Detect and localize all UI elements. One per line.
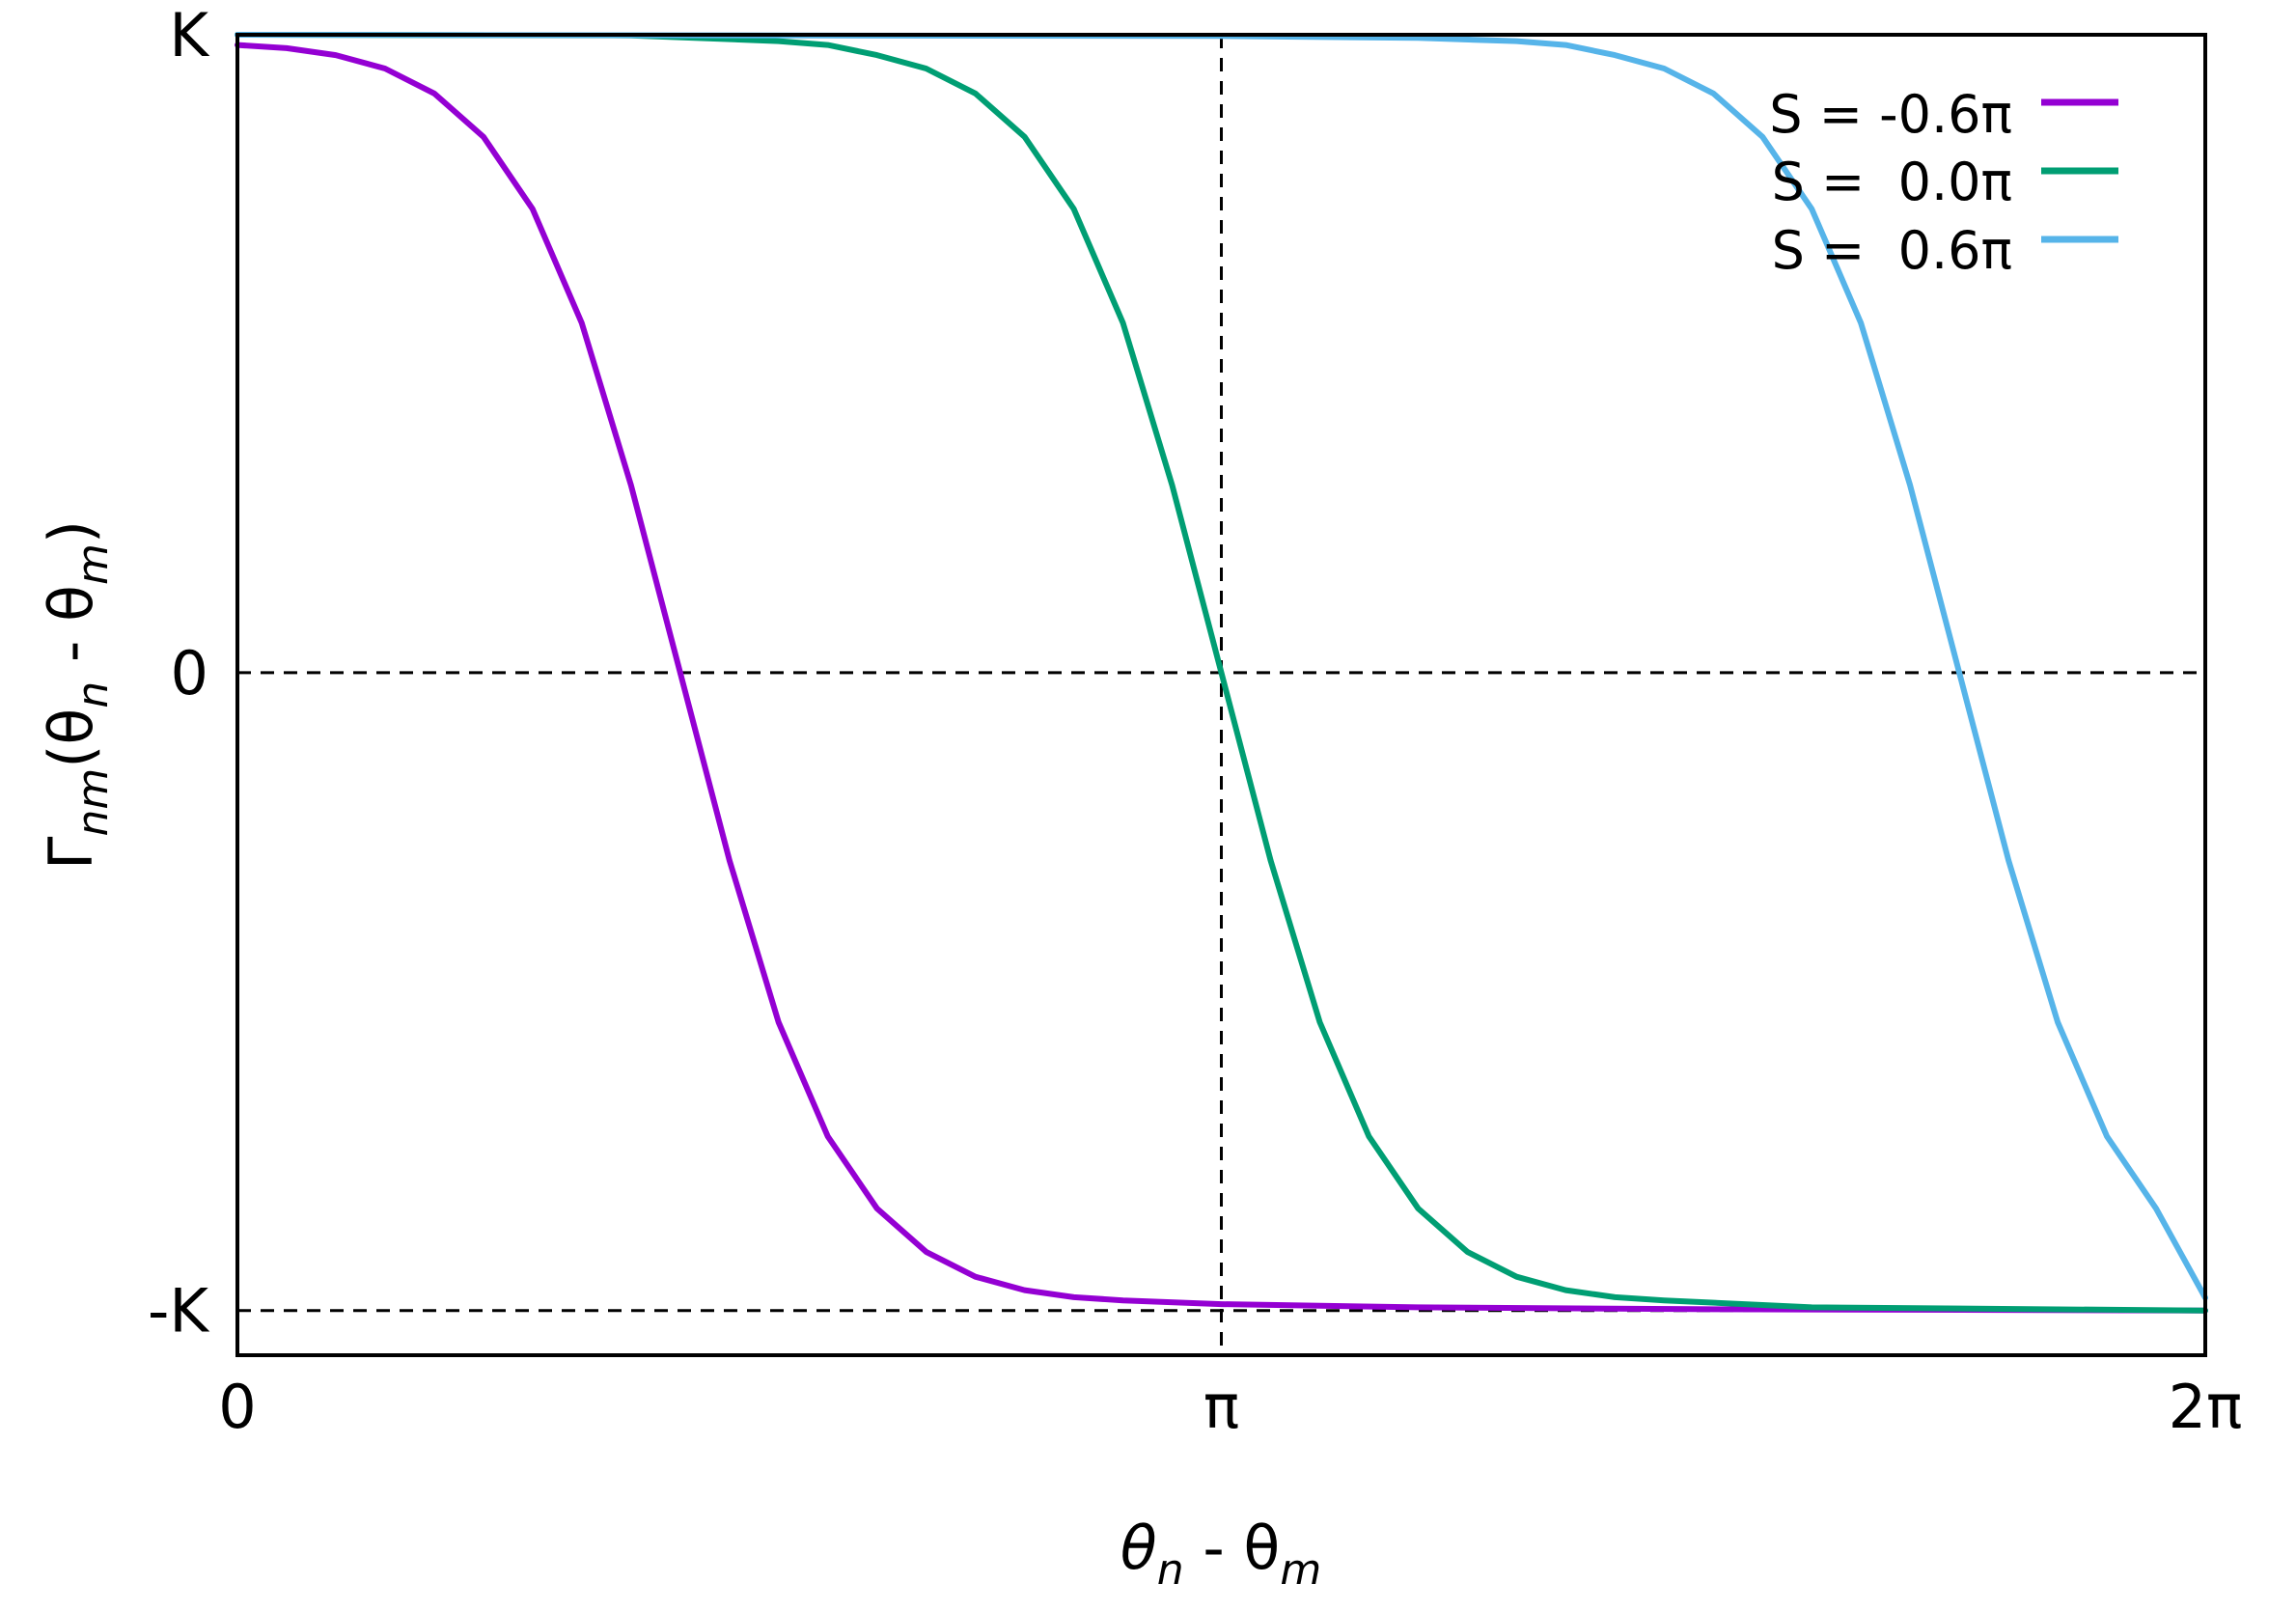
legend-label-s-neg: S = -0.6π: [1769, 84, 2012, 145]
y-axis-title: Γnm(θn - θm): [36, 520, 118, 870]
plot-frame: [235, 33, 2207, 1357]
x-tick-labels: 0 π 2π: [218, 1372, 2242, 1442]
x-tick-label-1: π: [1203, 1372, 1239, 1442]
series-line-2: [235, 32, 2208, 1301]
series-line-1: [235, 32, 2208, 1314]
x-axis-title: θn - θm: [1120, 1513, 1321, 1595]
legend: S = -0.6π S = 0.0π S = 0.6π: [1769, 84, 2118, 281]
y-tick-label-1: 0: [171, 638, 208, 708]
legend-label-s-pos: S = 0.6π: [1772, 220, 2012, 281]
series-lines: [235, 32, 2208, 1314]
y-tick-labels: K 0 -K: [148, 0, 209, 1347]
legend-label-s-zero: S = 0.0π: [1772, 152, 2012, 212]
y-tick-label-0: K: [169, 0, 209, 70]
x-tick-label-0: 0: [218, 1372, 256, 1442]
series-line-0: [235, 42, 2208, 1314]
y-tick-label-2: -K: [148, 1276, 209, 1347]
x-tick-label-2: 2π: [2169, 1372, 2243, 1442]
